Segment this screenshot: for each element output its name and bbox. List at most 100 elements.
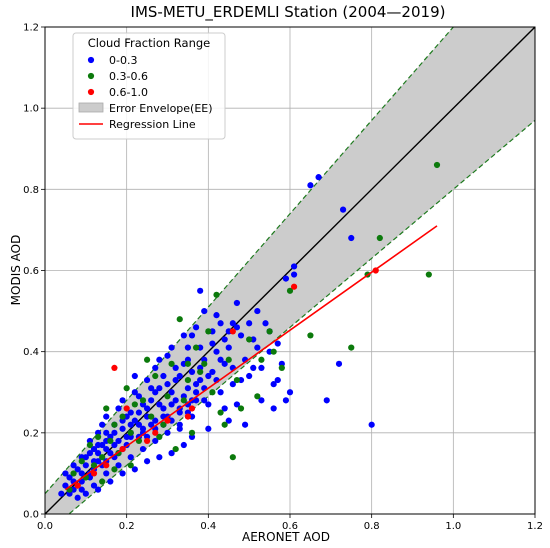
plot-area: 0.0 0.2 0.4 0.6 0.8 1.0 1.2 0.0 0.2 0.4 0.6 0.8 1.0 1… [23, 23, 543, 533]
data-point [348, 234, 355, 242]
data-point [254, 393, 261, 400]
data-point [156, 401, 163, 408]
data-point [192, 344, 200, 351]
data-point [213, 291, 220, 298]
data-point [266, 328, 273, 335]
data-point [376, 234, 383, 242]
data-point [74, 482, 81, 489]
data-point [180, 441, 187, 449]
one-to-one-line [45, 27, 535, 514]
data-point [143, 437, 151, 445]
data-point [164, 381, 171, 388]
data-point [290, 263, 298, 270]
data-point [209, 368, 216, 376]
data-point [229, 381, 236, 388]
data-point [94, 433, 102, 440]
data-point [156, 433, 163, 440]
y-tick-label: 0.2 [23, 428, 39, 439]
data-point [205, 328, 212, 335]
data-point [323, 397, 330, 404]
data-point [172, 445, 179, 453]
data-point [270, 381, 277, 388]
data-point [131, 417, 138, 424]
data-point [168, 344, 175, 351]
data-point [274, 340, 281, 347]
data-point [270, 405, 277, 412]
data-point [143, 356, 151, 363]
data-point [156, 385, 163, 392]
data-point [152, 429, 159, 436]
legend-label: Error Envelope(EE) [109, 102, 213, 115]
data-point [127, 454, 134, 461]
y-tick-label: 0.8 [23, 185, 39, 196]
data-point [70, 470, 77, 477]
x-tick-label: 0.0 [37, 521, 53, 532]
data-point [135, 421, 143, 428]
data-point [78, 458, 85, 465]
data-point [103, 445, 110, 453]
legend-label: 0.6-1.0 [109, 86, 148, 99]
legend: Cloud Fraction Range 0-0.3 0.3-0.6 0.6-1.0 E… [72, 32, 226, 140]
data-point [90, 482, 98, 489]
data-point [168, 360, 175, 367]
series-1 [66, 161, 441, 493]
data-point [143, 376, 151, 384]
data-point [213, 312, 220, 319]
data-point [148, 385, 155, 392]
data-point [237, 332, 245, 339]
data-point [111, 429, 118, 436]
data-point [197, 287, 204, 294]
data-point [286, 389, 294, 396]
data-point [172, 376, 179, 384]
data-point [201, 397, 208, 404]
data-point [94, 441, 102, 449]
y-tick-label: 0.6 [23, 266, 39, 277]
data-point [62, 470, 69, 477]
data-point [425, 271, 432, 278]
legend-title: Cloud Fraction Range [88, 36, 211, 50]
data-point [152, 437, 159, 445]
data-point [103, 462, 110, 469]
data-point [127, 462, 134, 469]
x-tick-label: 1.0 [445, 521, 461, 532]
data-point [368, 421, 375, 428]
data-point [246, 320, 253, 327]
data-point [246, 372, 253, 380]
data-point [172, 397, 179, 404]
data-point [94, 486, 102, 493]
data-point [111, 466, 118, 473]
data-point [282, 397, 290, 404]
data-point [233, 401, 241, 408]
data-point [197, 368, 204, 376]
data-point [221, 421, 228, 428]
data-point [111, 421, 118, 428]
data-point [201, 360, 208, 367]
data-point [229, 454, 236, 461]
data-point [290, 283, 298, 290]
data-point [139, 445, 147, 453]
data-point [107, 478, 114, 485]
data-point [250, 364, 257, 371]
data-point [262, 320, 269, 327]
x-tick-label: 0.2 [119, 521, 135, 532]
y-tick-label: 1.2 [23, 23, 39, 34]
legend-box [72, 32, 226, 140]
data-point [164, 393, 171, 400]
data-point [229, 320, 236, 327]
legend-marker [87, 72, 95, 80]
data-point [148, 413, 155, 420]
data-point [156, 454, 163, 461]
data-point [290, 271, 298, 278]
x-tick-label: 0.4 [200, 521, 216, 532]
data-point [274, 376, 281, 384]
data-point [115, 405, 122, 412]
data-point [433, 161, 441, 169]
data-point [270, 348, 277, 355]
legend-marker [87, 56, 95, 64]
data-point [176, 316, 183, 323]
data-point [119, 413, 126, 420]
data-point [156, 356, 163, 363]
data-point [148, 397, 155, 404]
regression-line [64, 225, 438, 491]
data-point [127, 421, 134, 428]
